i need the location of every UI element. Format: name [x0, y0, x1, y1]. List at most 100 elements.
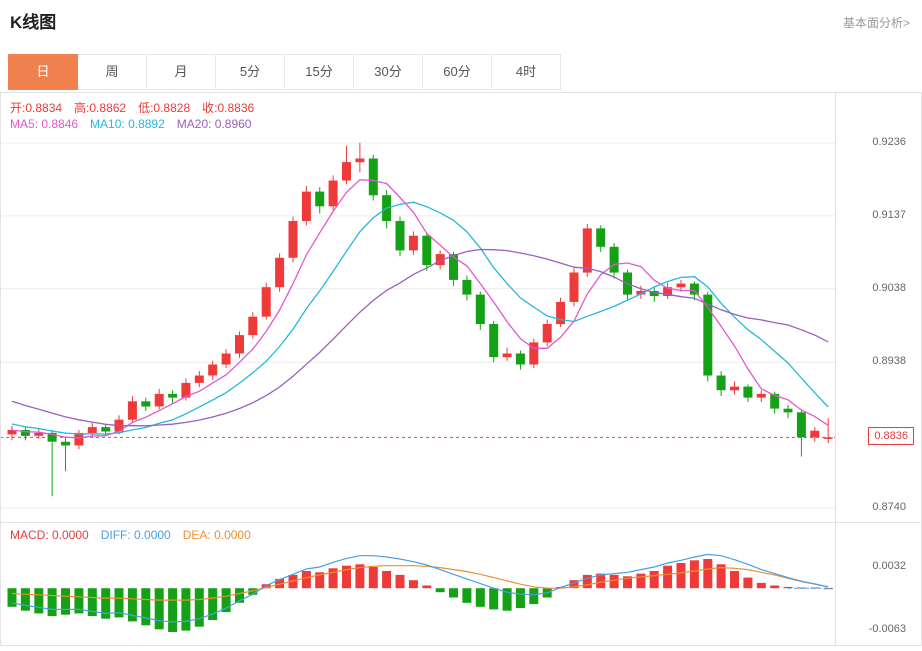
candle-body [716, 375, 726, 391]
macd-bar [783, 586, 793, 589]
macd-bar [328, 568, 338, 589]
macd-info-row: MACD: 0.0000 DIFF: 0.0000 DEA: 0.0000 [10, 528, 263, 542]
high-value: 高:0.8862 [74, 101, 127, 115]
tab-15min[interactable]: 15分 [284, 54, 354, 90]
macd-bar [315, 572, 325, 589]
dea-value: DEA: 0.0000 [182, 528, 251, 542]
candle-body [395, 221, 405, 251]
candle-body [248, 316, 258, 336]
candle-body [288, 221, 298, 258]
candle-body [756, 393, 766, 398]
tab-30min[interactable]: 30分 [353, 54, 423, 90]
candle-body [703, 294, 713, 376]
macd-bar [342, 565, 351, 589]
ma10-value: MA10: 0.8892 [90, 117, 165, 131]
candle-body [20, 430, 30, 436]
candle-body [127, 401, 137, 420]
macd-bar [61, 588, 70, 615]
macd-bar [7, 588, 17, 607]
candle-body [368, 158, 378, 196]
macd-bar [34, 588, 44, 614]
current-price-tag: 0.8836 [868, 427, 914, 445]
macd-bar [716, 564, 726, 589]
candle-body [743, 386, 753, 398]
macd-bar [168, 588, 178, 632]
candle-body [435, 254, 445, 266]
macd-bar [408, 580, 418, 589]
macd-bar [743, 577, 753, 589]
price-axis-label: 0.8740 [872, 501, 906, 513]
macd-bar [395, 574, 405, 589]
macd-bar [756, 582, 766, 589]
macd-bar [636, 573, 646, 589]
macd-bar [582, 574, 592, 589]
close-value: 收:0.8836 [202, 101, 255, 115]
macd-bar [275, 578, 285, 589]
candle-body [408, 235, 418, 251]
candle-body [141, 401, 151, 407]
macd-bar [502, 588, 512, 611]
candle-body [208, 364, 218, 376]
page-title: K线图 [10, 13, 57, 32]
candle-body [502, 353, 512, 358]
price-axis-label: 0.8938 [872, 355, 906, 367]
price-axis-label: 0.9038 [872, 282, 906, 294]
candle-body [770, 393, 780, 409]
candle-body [489, 324, 499, 358]
candle-body [515, 353, 525, 365]
candle-body [47, 432, 57, 442]
candle-body [315, 191, 325, 207]
macd-bar [609, 574, 619, 589]
ma20-value: MA20: 0.8960 [176, 117, 252, 131]
macd-bar [689, 560, 699, 589]
candle-body [823, 437, 833, 439]
macd-axis-label: -0.0063 [868, 623, 906, 635]
candle-body [663, 287, 673, 296]
ohlc-info-row: 开:0.8834 高:0.8862 低:0.8828 收:0.8836 [10, 99, 266, 116]
candle-body [301, 191, 311, 221]
price-axis-label: 0.9236 [872, 136, 906, 148]
candle-body [261, 287, 271, 317]
candle-body [221, 353, 231, 365]
tab-5min[interactable]: 5分 [215, 54, 285, 90]
candle-body [569, 272, 579, 302]
fundamental-analysis-link[interactable]: 基本面分析> [842, 16, 910, 30]
candle-body [582, 228, 592, 273]
candle-body [194, 375, 204, 383]
macd-bar [181, 588, 191, 631]
candle-body [168, 393, 178, 398]
macd-bar [449, 588, 458, 598]
candle-body [328, 180, 338, 207]
macd-bar [823, 588, 833, 590]
candle-body [422, 235, 432, 266]
macd-bar [703, 559, 713, 589]
tab-60min[interactable]: 60分 [422, 54, 492, 90]
candle-body [796, 412, 806, 438]
tab-day[interactable]: 日 [8, 54, 78, 90]
diff-value: DIFF: 0.0000 [100, 528, 171, 542]
candle-body [529, 342, 539, 365]
macd-value: MACD: 0.0000 [10, 528, 89, 542]
candle-body [676, 283, 686, 288]
macd-bar [676, 563, 686, 589]
macd-bar [101, 588, 111, 619]
candle-body [181, 382, 191, 398]
candle-body [596, 228, 606, 247]
ma5-line [11, 179, 829, 439]
candle-body [810, 430, 820, 438]
macd-bar [288, 574, 298, 589]
tab-month[interactable]: 月 [146, 54, 216, 90]
diff-line [11, 553, 829, 623]
candle-body [730, 386, 739, 391]
macd-bar [663, 565, 673, 589]
tab-4hour[interactable]: 4时 [491, 54, 561, 90]
macd-bar [355, 564, 365, 589]
macd-bar [422, 585, 432, 589]
tab-week[interactable]: 周 [77, 54, 147, 90]
macd-bar [730, 571, 739, 589]
ma-info-row: MA5: 0.8846 MA10: 0.8892 MA20: 0.8960 [10, 117, 263, 131]
low-value: 低:0.8828 [138, 101, 191, 115]
candle-body [61, 441, 70, 446]
